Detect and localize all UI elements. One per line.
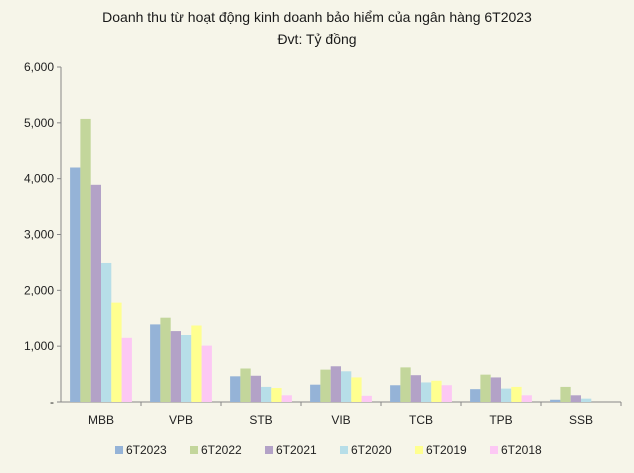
bar-6T2021-VPB — [170, 331, 181, 402]
bar-6T2020-MBB — [101, 262, 112, 402]
x-tick-label: TCB — [409, 413, 433, 427]
legend-swatch — [265, 446, 273, 454]
bar-6T2023-STB — [230, 376, 241, 402]
bar-6T2018-TCB — [441, 385, 452, 402]
y-tick-label: - — [50, 395, 54, 409]
legend-swatch — [415, 446, 423, 454]
bar-6T2018-VIB — [361, 395, 372, 402]
bar-6T2019-TPB — [511, 386, 522, 402]
bar-6T2019-VIB — [351, 377, 362, 402]
bar-6T2023-SSB — [550, 399, 561, 402]
bar-6T2022-SSB — [560, 386, 571, 402]
bar-6T2020-TPB — [501, 388, 512, 402]
chart-title: Doanh thu từ hoạt động kinh doanh bảo hi… — [102, 9, 532, 25]
bar-6T2019-VPB — [191, 325, 202, 402]
bar-6T2022-TCB — [400, 367, 411, 402]
bar-6T2018-VPB — [201, 345, 212, 402]
bar-6T2019-TCB — [431, 380, 442, 402]
bar-6T2022-VPB — [160, 317, 171, 402]
x-tick-label: VPB — [169, 413, 193, 427]
legend-label: 6T2019 — [426, 443, 467, 457]
bar-6T2018-STB — [281, 395, 292, 402]
bar-6T2022-STB — [240, 368, 251, 402]
bar-6T2023-TCB — [390, 385, 401, 402]
chart-subtitle: Đvt: Tỷ đồng — [277, 31, 357, 47]
bar-6T2023-VPB — [150, 324, 161, 402]
bar-6T2022-VIB — [320, 369, 331, 402]
bar-6T2019-MBB — [111, 302, 122, 402]
bar-6T2020-SSB — [581, 398, 592, 402]
x-tick-label: VIB — [331, 413, 350, 427]
y-tick-label: 4,000 — [24, 172, 54, 186]
legend-label: 6T2023 — [126, 443, 167, 457]
bar-6T2018-TPB — [521, 395, 532, 402]
x-tick-label: MBB — [88, 413, 114, 427]
x-tick-label: SSB — [569, 413, 593, 427]
legend-swatch — [190, 446, 198, 454]
x-tick-label: STB — [249, 413, 272, 427]
bar-6T2020-VIB — [341, 371, 352, 402]
bar-6T2022-TPB — [480, 374, 491, 402]
y-tick-label: 3,000 — [24, 228, 54, 242]
bar-6T2019-STB — [271, 388, 282, 402]
legend-label: 6T2020 — [351, 443, 392, 457]
bar-6T2020-STB — [261, 386, 272, 402]
bar-6T2023-MBB — [70, 167, 81, 402]
bar-6T2020-VPB — [181, 335, 192, 402]
x-tick-label: TPB — [489, 413, 512, 427]
bar-6T2021-MBB — [90, 184, 101, 402]
bar-6T2023-TPB — [470, 389, 481, 402]
y-tick-label: 5,000 — [24, 116, 54, 130]
bar-6T2021-TCB — [410, 375, 421, 402]
legend-swatch — [490, 446, 498, 454]
bar-6T2023-VIB — [310, 384, 321, 402]
bar-6T2021-VIB — [330, 366, 341, 402]
bar-6T2022-MBB — [80, 118, 91, 403]
bar-6T2018-MBB — [121, 337, 132, 402]
legend-label: 6T2018 — [501, 443, 542, 457]
legend-swatch — [115, 446, 123, 454]
legend-label: 6T2021 — [276, 443, 317, 457]
legend-swatch — [340, 446, 348, 454]
bar-6T2021-SSB — [570, 395, 581, 402]
y-tick-label: 2,000 — [24, 283, 54, 297]
legend-label: 6T2022 — [201, 443, 242, 457]
bar-6T2021-TPB — [490, 377, 501, 402]
bar-6T2021-STB — [250, 375, 261, 402]
bar-6T2020-TCB — [421, 382, 432, 402]
y-tick-label: 1,000 — [24, 339, 54, 353]
y-tick-label: 6,000 — [24, 60, 54, 74]
